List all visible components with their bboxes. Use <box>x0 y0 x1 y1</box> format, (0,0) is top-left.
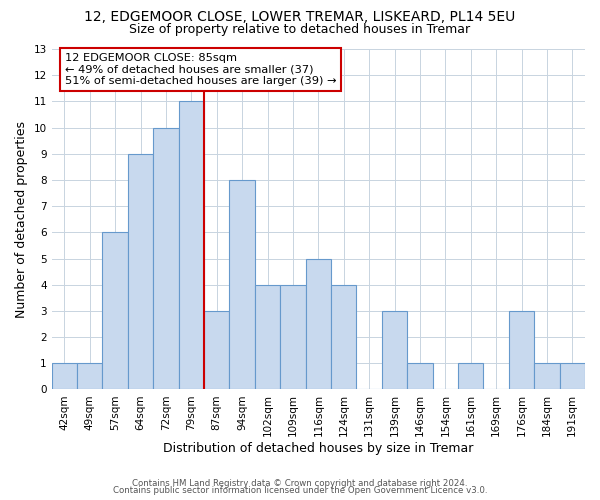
Bar <box>128 154 153 390</box>
Text: 12, EDGEMOOR CLOSE, LOWER TREMAR, LISKEARD, PL14 5EU: 12, EDGEMOOR CLOSE, LOWER TREMAR, LISKEA… <box>85 10 515 24</box>
Bar <box>407 364 433 390</box>
Bar <box>77 364 103 390</box>
Bar <box>255 284 280 390</box>
Bar <box>534 364 560 390</box>
Text: Size of property relative to detached houses in Tremar: Size of property relative to detached ho… <box>130 22 470 36</box>
Text: Contains HM Land Registry data © Crown copyright and database right 2024.: Contains HM Land Registry data © Crown c… <box>132 478 468 488</box>
Bar <box>305 258 331 390</box>
Bar <box>153 128 179 390</box>
Bar <box>458 364 484 390</box>
Text: 12 EDGEMOOR CLOSE: 85sqm
← 49% of detached houses are smaller (37)
51% of semi-d: 12 EDGEMOOR CLOSE: 85sqm ← 49% of detach… <box>65 53 336 86</box>
Bar <box>179 102 204 390</box>
Bar <box>509 311 534 390</box>
Bar <box>382 311 407 390</box>
Bar <box>331 284 356 390</box>
Bar <box>103 232 128 390</box>
Bar <box>229 180 255 390</box>
Bar <box>204 311 229 390</box>
Bar <box>52 364 77 390</box>
X-axis label: Distribution of detached houses by size in Tremar: Distribution of detached houses by size … <box>163 442 473 455</box>
Bar <box>280 284 305 390</box>
Bar <box>560 364 585 390</box>
Y-axis label: Number of detached properties: Number of detached properties <box>15 120 28 318</box>
Text: Contains public sector information licensed under the Open Government Licence v3: Contains public sector information licen… <box>113 486 487 495</box>
